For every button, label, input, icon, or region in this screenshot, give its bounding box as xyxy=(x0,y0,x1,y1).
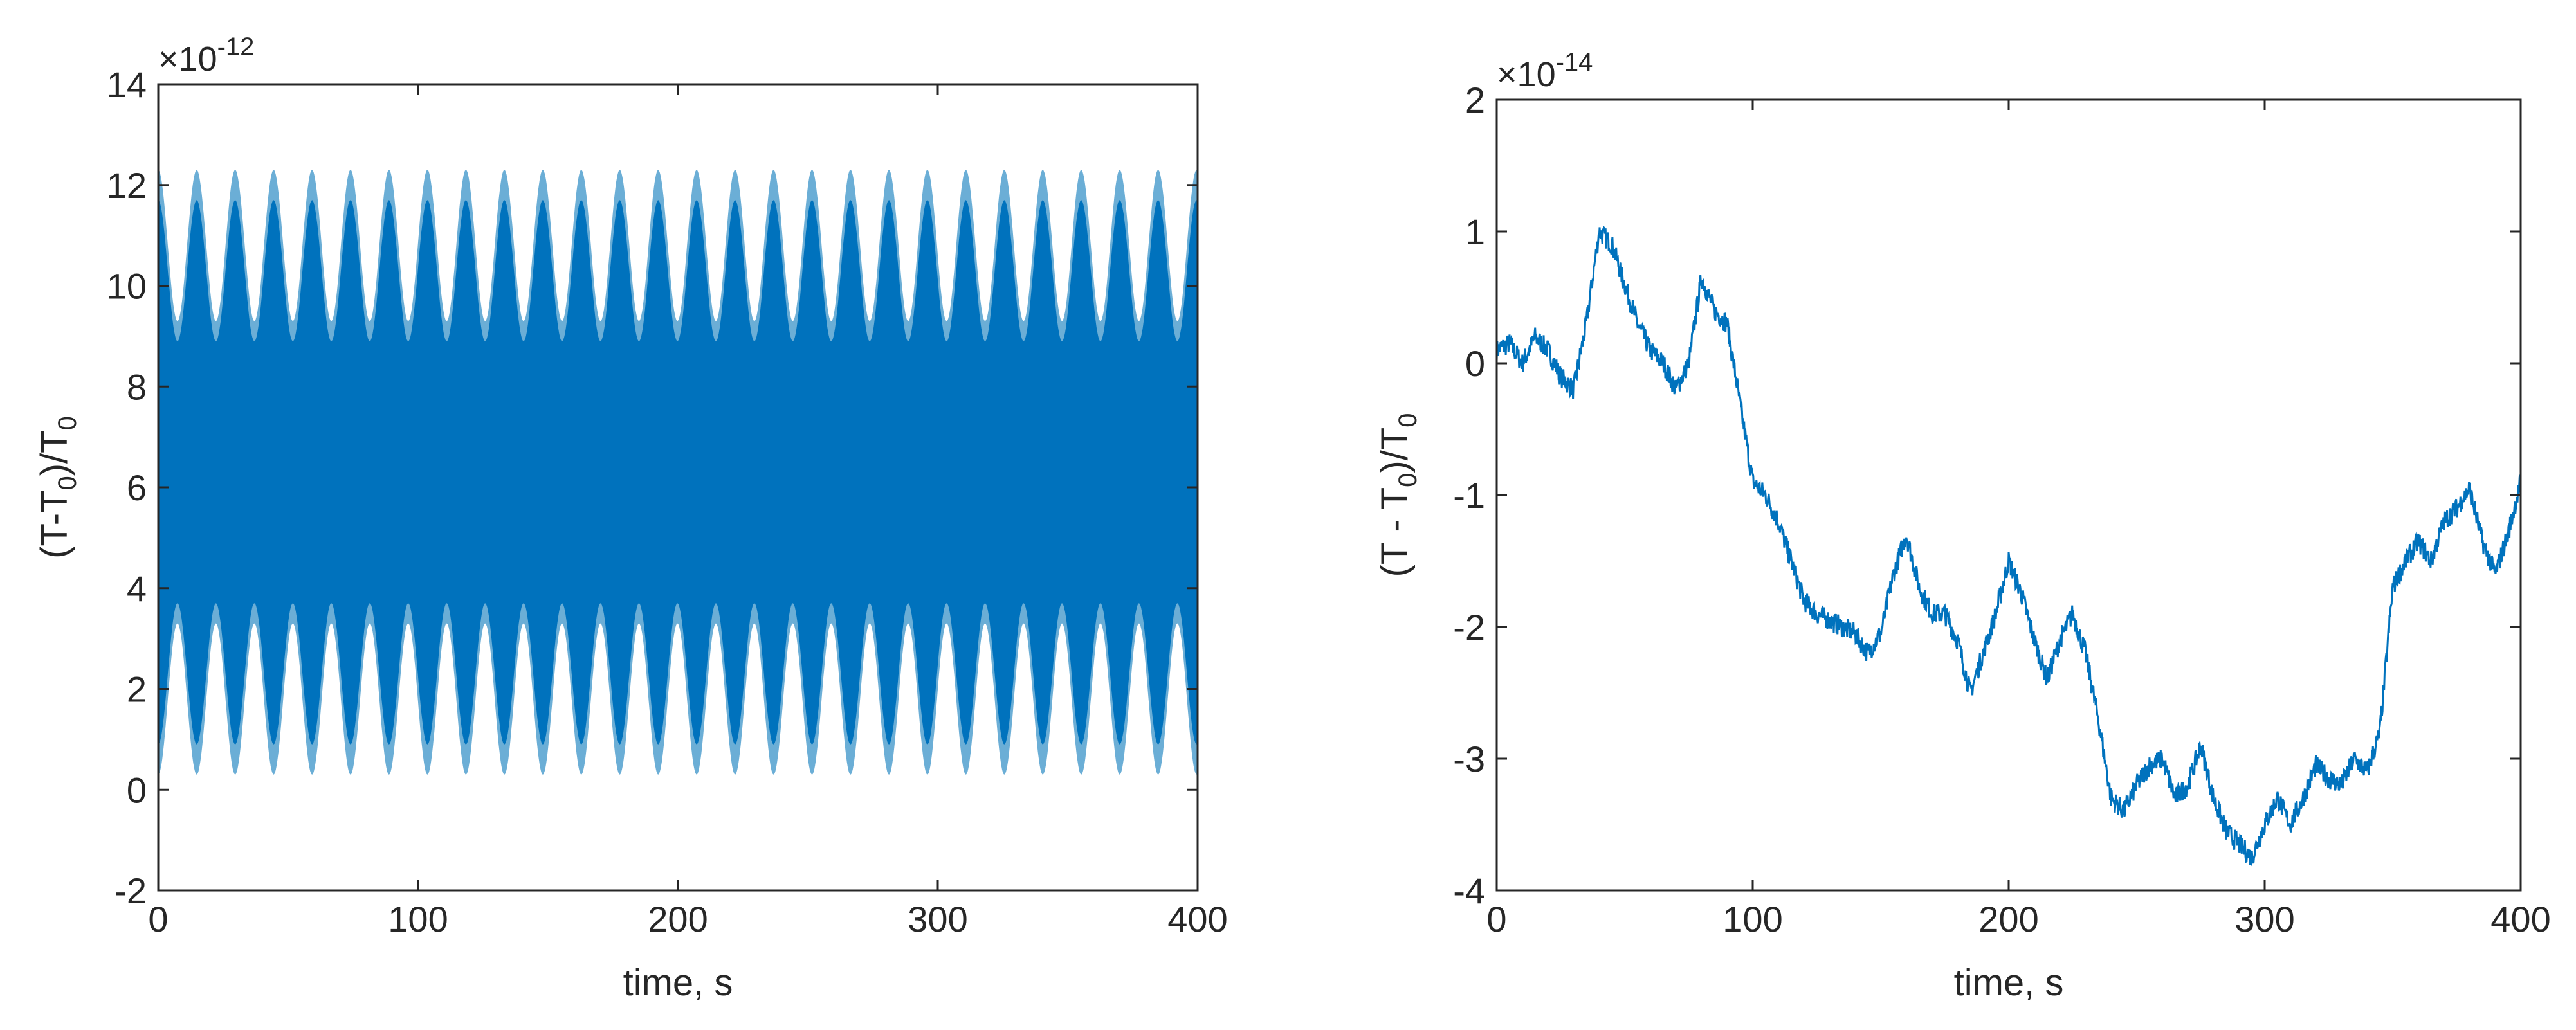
left-x-axis-label: time, s xyxy=(623,962,733,1004)
left-y-tick-label: 10 xyxy=(107,266,147,307)
right-plot-area xyxy=(1497,100,2521,890)
left-y-axis-label: (T-T0)/T0 xyxy=(33,416,82,559)
left-y-tick-label: 8 xyxy=(127,366,147,407)
left-y-tick-label: 4 xyxy=(127,568,147,609)
right-x-tick-label: 200 xyxy=(1978,899,2038,939)
right-x-tick-label: 0 xyxy=(1486,899,1506,939)
left-x-tick-label: 200 xyxy=(648,899,708,939)
right-x-axis-label: time, s xyxy=(1954,962,2064,1004)
right-y-tick-label: -4 xyxy=(1453,871,1485,911)
right-y-tick-label: 1 xyxy=(1465,212,1485,252)
left-x-tick-label: 100 xyxy=(388,899,448,939)
right-exponent-label: ×10-14 xyxy=(1497,48,1593,94)
left-x-axis: 0 100 200 300 400 xyxy=(148,84,1228,939)
right-x-tick-label: 300 xyxy=(2234,899,2294,939)
right-y-tick-label: -2 xyxy=(1453,607,1485,647)
left-x-tick-label: 300 xyxy=(908,899,967,939)
right-x-tick-label: 100 xyxy=(1722,899,1782,939)
left-y-axis: -2 0 2 4 6 8 10 12 14 xyxy=(107,64,1198,911)
left-x-tick-label: 400 xyxy=(1167,899,1227,939)
right-y-tick-label: -3 xyxy=(1453,739,1485,779)
right-y-tick-label: 2 xyxy=(1465,80,1485,120)
right-x-axis: 0 100 200 300 400 xyxy=(1486,100,2551,939)
left-exponent-label: ×10-12 xyxy=(158,33,254,78)
right-y-tick-label: -1 xyxy=(1453,475,1485,516)
right-chart: 0 100 200 300 400 -4 -3 -2 -1 0 1 2 time, s (T - T… xyxy=(1374,48,2551,1004)
left-y-tick-label: 2 xyxy=(127,669,147,710)
right-y-tick-label: 0 xyxy=(1465,343,1485,384)
right-series-line xyxy=(1497,226,2521,867)
left-y-tick-label: -2 xyxy=(114,871,147,911)
right-y-axis: -4 -3 -2 -1 0 1 2 xyxy=(1453,80,2521,911)
right-y-axis-label: (T - T0)/T0 xyxy=(1374,413,1422,577)
left-y-tick-label: 0 xyxy=(127,770,147,810)
left-y-tick-label: 6 xyxy=(127,467,147,508)
left-x-tick-label: 0 xyxy=(148,899,168,939)
left-series-dark-envelope xyxy=(158,200,1198,745)
left-y-tick-label: 12 xyxy=(107,165,147,206)
right-x-tick-label: 400 xyxy=(2490,899,2550,939)
left-y-tick-label: 14 xyxy=(107,64,147,105)
